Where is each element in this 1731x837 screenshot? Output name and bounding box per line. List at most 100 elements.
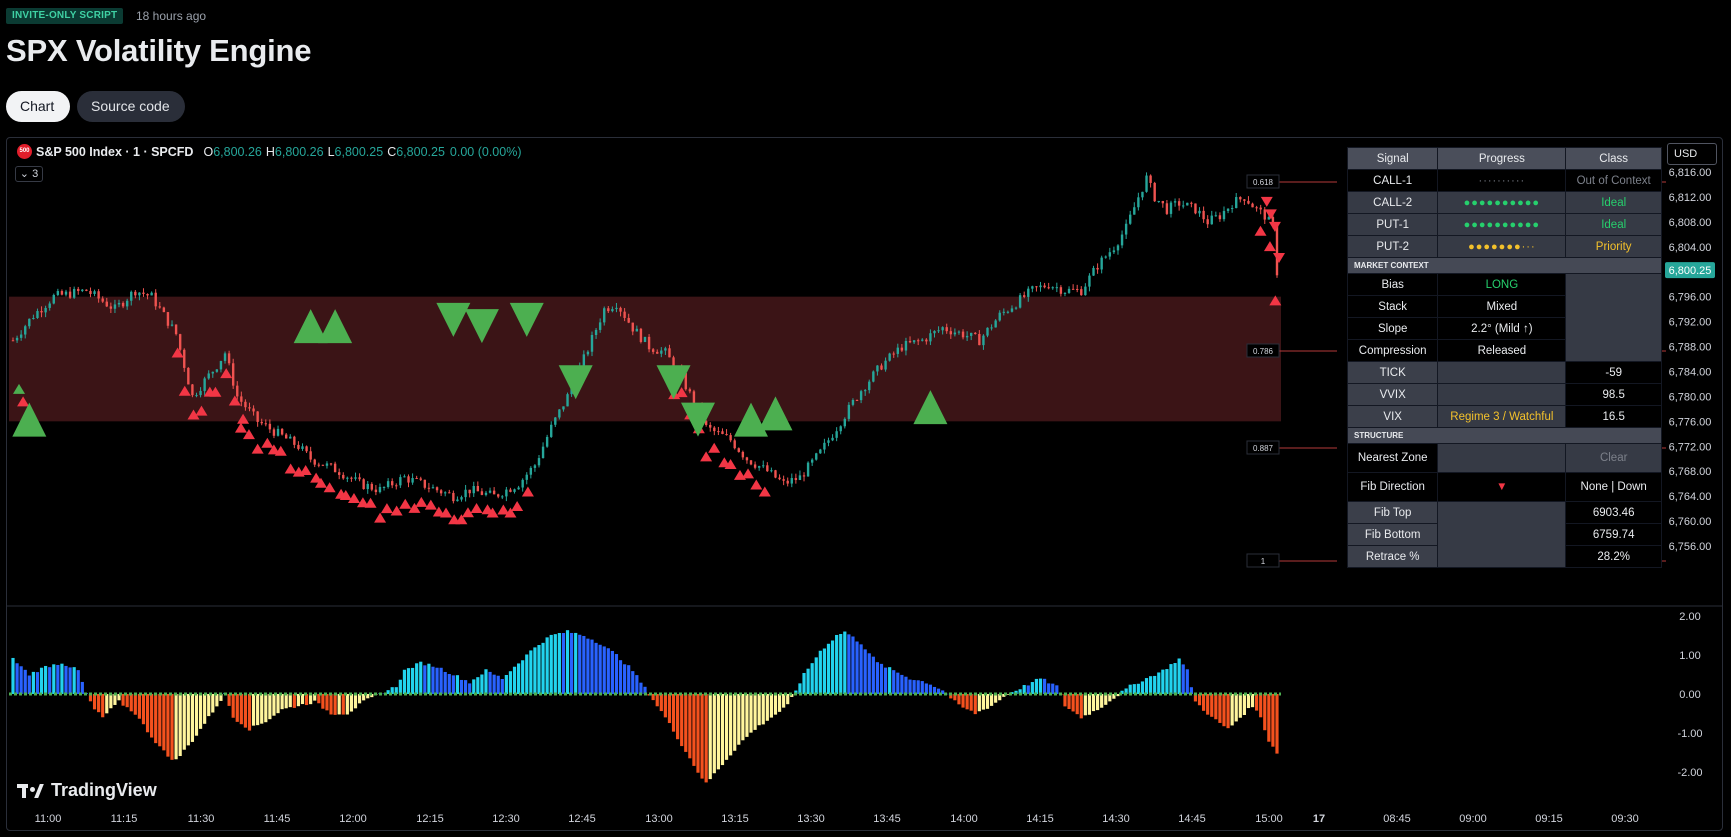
- table-row: CALL-1 ·········· Out of Context: [1346, 169, 1662, 192]
- histogram-bar: [292, 694, 296, 708]
- histogram-bar: [733, 694, 737, 751]
- candle-body: [68, 291, 72, 298]
- candle-body: [460, 497, 463, 500]
- candle-body: [1023, 295, 1026, 297]
- candle-body: [533, 465, 537, 468]
- candle-body: [900, 347, 904, 351]
- signal-name: CALL-2: [1346, 191, 1439, 214]
- chart-container[interactable]: 0.618 0.786 0.887 1 6,816.00 6,812.00 6,808.00…: [6, 137, 1723, 831]
- fib-top-value: 6903.46: [1565, 501, 1662, 524]
- histogram-bar: [818, 650, 822, 694]
- candle-body: [1194, 203, 1197, 214]
- histogram-bar: [533, 647, 537, 694]
- symbol-name[interactable]: S&P 500 Index · 1 · SPCFD: [36, 144, 194, 159]
- histogram-bar: [296, 694, 301, 707]
- candle-body: [521, 479, 524, 488]
- histogram-bar: [64, 665, 68, 694]
- candle-body: [786, 480, 789, 484]
- histogram-bar: [1132, 684, 1136, 694]
- candle-body: [957, 331, 961, 333]
- fib-label-box: [1246, 343, 1280, 358]
- histogram-bar: [97, 694, 101, 713]
- candle-body: [794, 478, 798, 481]
- histogram-bar: [1144, 678, 1149, 694]
- histogram-bar: [724, 694, 729, 760]
- histogram-bar: [415, 663, 419, 694]
- candle-body: [994, 320, 997, 328]
- candle-body: [819, 449, 822, 454]
- candle-body: [757, 466, 761, 468]
- candle-body: [1067, 288, 1071, 293]
- down-triangle-icon: ▼: [1437, 472, 1567, 502]
- currency-button[interactable]: USD: [1667, 143, 1717, 165]
- histogram-bar: [1267, 694, 1271, 742]
- candle-body: [635, 328, 639, 332]
- histogram-bar: [321, 694, 325, 709]
- nearest-zone-value: Clear: [1565, 443, 1662, 473]
- candle-body: [236, 385, 239, 397]
- histogram-bar: [757, 694, 761, 726]
- candle-body: [815, 453, 818, 460]
- chart-canvas[interactable]: 0.618 0.786 0.887 1 6,816.00 6,812.00 6,808.00…: [7, 138, 1723, 831]
- candle-body: [1247, 200, 1250, 204]
- candle-body: [366, 483, 369, 490]
- candle-body: [1027, 288, 1030, 297]
- tradingview-logo[interactable]: TradingView: [17, 780, 157, 801]
- candle-body: [1235, 197, 1238, 209]
- histogram-bar: [68, 667, 72, 694]
- candle-body: [847, 404, 851, 419]
- candle-body: [969, 332, 973, 336]
- small-signal-marker: [700, 451, 713, 462]
- histogram-bar: [113, 694, 117, 705]
- histogram-bar: [582, 635, 586, 694]
- small-signal-marker: [511, 501, 524, 512]
- candle-body: [1137, 197, 1140, 208]
- histogram-bar: [663, 694, 667, 718]
- price-axis-label: 6,816.00: [1669, 167, 1712, 179]
- fib-label-box: [1246, 440, 1280, 455]
- candle-body: [1088, 275, 1091, 287]
- empty-cell: [1437, 383, 1567, 406]
- candle-body: [36, 311, 39, 319]
- osc-axis-label: -1.00: [1677, 728, 1702, 740]
- histogram-bar: [606, 648, 610, 694]
- histogram-bar: [749, 694, 753, 733]
- candle-body: [721, 431, 724, 435]
- candle-body: [350, 477, 353, 479]
- histogram-bar: [949, 694, 953, 699]
- candle-body: [89, 290, 92, 294]
- histogram-bar: [264, 694, 268, 723]
- histogram-bar: [256, 694, 260, 726]
- time-axis-label: 12:15: [416, 813, 444, 825]
- tab-chart[interactable]: Chart: [6, 91, 70, 122]
- histogram-bar: [19, 666, 23, 694]
- indicators-toggle[interactable]: ⌄ 3: [15, 166, 43, 182]
- histogram-bar: [871, 656, 875, 694]
- tab-source-code[interactable]: Source code: [77, 91, 185, 122]
- small-signal-marker: [220, 368, 233, 379]
- histogram-bar: [1206, 694, 1210, 715]
- histogram-bar: [1185, 669, 1189, 694]
- histogram-bar: [631, 671, 635, 694]
- candle-body: [284, 434, 288, 439]
- histogram-bar: [806, 668, 810, 694]
- histogram-bar: [851, 636, 855, 694]
- histogram-bar: [1067, 694, 1071, 710]
- histogram-bar: [627, 665, 631, 694]
- candle-body: [558, 409, 561, 418]
- candle-body: [301, 446, 304, 449]
- candle-body: [1251, 203, 1254, 208]
- time-axis-label: 12:45: [568, 813, 596, 825]
- histogram-bar: [137, 694, 141, 719]
- candle-body: [1202, 210, 1205, 220]
- candle-body: [244, 401, 247, 408]
- candle-body: [733, 440, 736, 449]
- candle-body: [497, 494, 500, 497]
- open-key: O: [203, 144, 214, 159]
- candle-body: [378, 487, 382, 493]
- small-signal-marker: [310, 472, 323, 483]
- candle-body: [823, 442, 826, 450]
- section-label: MARKET CONTEXT: [1347, 257, 1662, 274]
- candle-body: [305, 446, 308, 452]
- histogram-bar: [88, 694, 93, 702]
